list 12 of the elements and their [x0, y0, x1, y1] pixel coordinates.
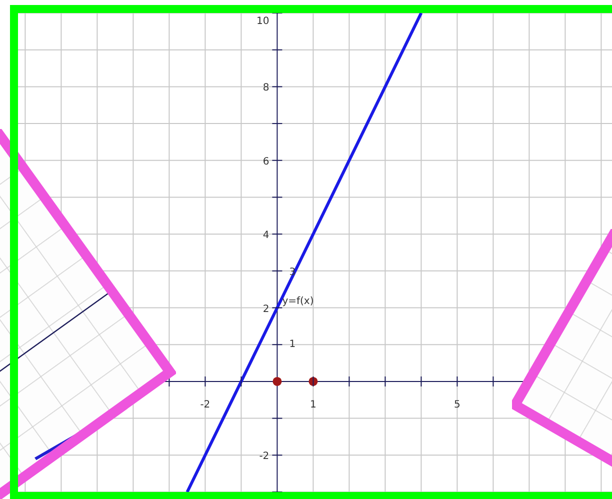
y-tick-label: -2 [259, 451, 270, 462]
y-tick-label: 8 [262, 82, 270, 94]
y-tick-label: 10 [256, 16, 270, 27]
annotation: y=f(x) [282, 296, 314, 307]
x-tick-label: 1 [310, 399, 316, 410]
annotation: 3 [289, 267, 296, 278]
x-tick-label: 5 [454, 399, 460, 410]
y-tick-label: 2 [262, 304, 270, 315]
annotation: 1 [289, 339, 296, 350]
y-tick-label: 6 [262, 156, 270, 168]
x-tick-label: -2 [200, 399, 210, 410]
y-tick-label: 4 [262, 230, 270, 242]
